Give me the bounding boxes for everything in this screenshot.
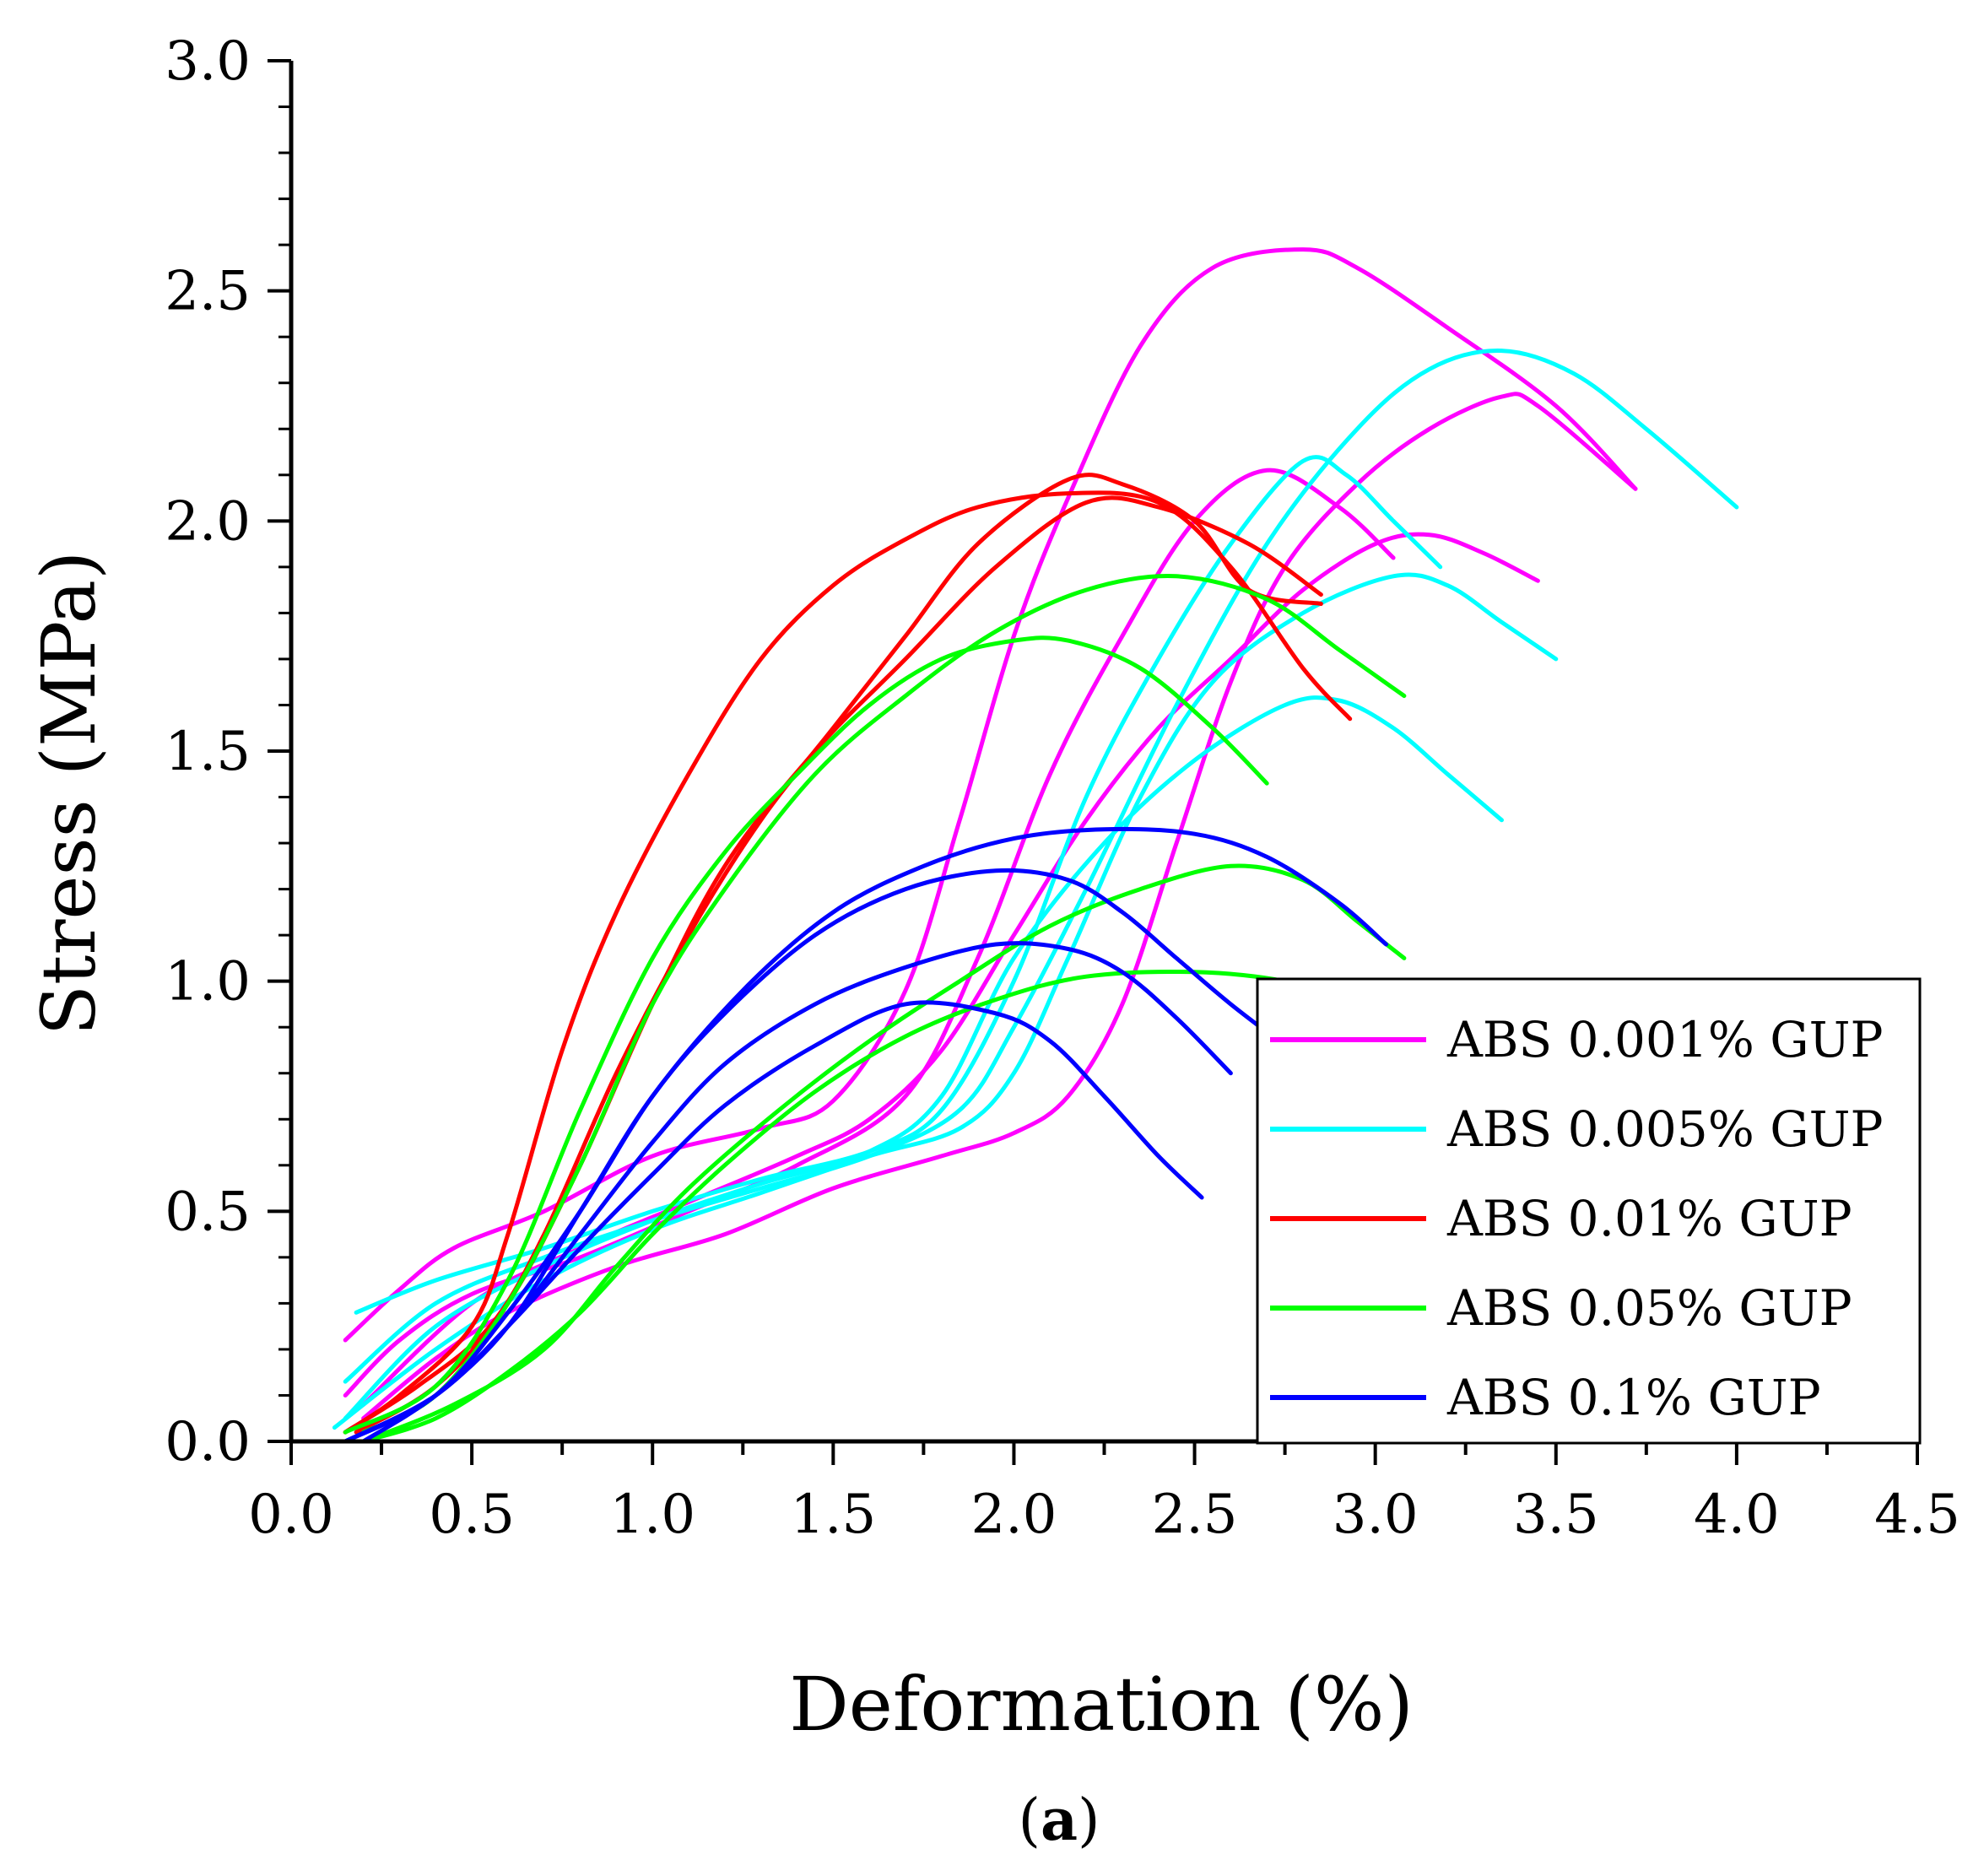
panel-label: (a) xyxy=(1018,1787,1100,1854)
legend-box xyxy=(1256,977,1922,1445)
x-tick-label: 4.5 xyxy=(1874,1484,1960,1546)
series-1-run-3-line xyxy=(332,572,1559,1430)
series-3-run-3-line xyxy=(361,863,1407,1444)
series-1-run-0-line xyxy=(354,455,1443,1315)
series-3-run-2-line xyxy=(361,970,1342,1444)
x-tick-label: 4.0 xyxy=(1694,1484,1780,1546)
legend-label-4: ABS 0.1% GUP xyxy=(1446,1369,1821,1426)
series-1-run-2-line xyxy=(343,695,1504,1421)
legend: ABS 0.001% GUP ABS 0.005% GUP ABS 0.01% GU… xyxy=(1256,977,1922,1445)
y-tick-label: 2.5 xyxy=(165,261,251,323)
panel-label-letter: a xyxy=(1041,1787,1078,1854)
y-tick-label: 1.5 xyxy=(165,721,251,783)
legend-label-3: ABS 0.05% GUP xyxy=(1446,1279,1852,1337)
series-3-run-1-line xyxy=(361,574,1407,1435)
x-axis-title: Deformation (%) xyxy=(789,1661,1414,1748)
axes-layer: 0.0 0.5 1.0 1.5 2.0 2.5 3.0 3.5 4.0 4.5 0.0 0.5 1.0 1… xyxy=(165,30,1960,1546)
series-4-run-3-line xyxy=(343,1000,1204,1444)
y-tick-label: 0.5 xyxy=(165,1181,251,1243)
y-axis-title: Stress (MPa) xyxy=(25,551,112,1036)
y-tick-label: 1.0 xyxy=(165,951,251,1014)
panel-label-close: ) xyxy=(1078,1787,1100,1854)
series-3-run-0-line xyxy=(343,635,1269,1435)
y-tick-label: 0.0 xyxy=(165,1411,251,1473)
y-tick-label: 3.0 xyxy=(165,30,251,93)
panel-label-open: ( xyxy=(1018,1787,1041,1854)
y-tick-label: 2.0 xyxy=(165,490,251,553)
x-tick-label: 1.0 xyxy=(609,1484,695,1546)
legend-label-2: ABS 0.01% GUP xyxy=(1446,1190,1852,1247)
x-tick-label: 0.5 xyxy=(429,1484,515,1546)
x-tick-label: 2.5 xyxy=(1152,1484,1238,1546)
x-tick-label: 3.5 xyxy=(1513,1484,1599,1546)
x-tick-label: 0.0 xyxy=(248,1484,334,1546)
series-2-run-0-line xyxy=(343,490,1353,1435)
x-tick-label: 3.0 xyxy=(1333,1484,1419,1546)
x-tick-label: 1.5 xyxy=(790,1484,876,1546)
x-tick-label: 2.0 xyxy=(971,1484,1057,1546)
legend-label-0: ABS 0.001% GUP xyxy=(1446,1011,1884,1068)
series-layer xyxy=(332,247,1739,1444)
series-4-run-0-line xyxy=(343,868,1288,1444)
legend-label-1: ABS 0.005% GUP xyxy=(1446,1100,1884,1158)
